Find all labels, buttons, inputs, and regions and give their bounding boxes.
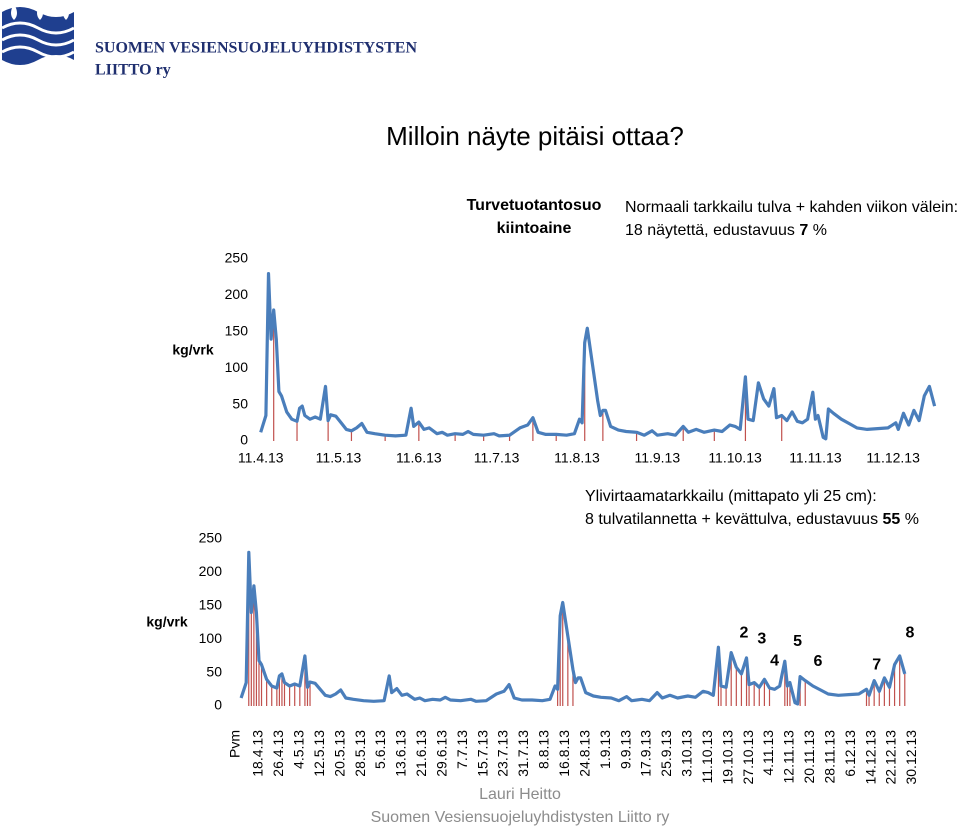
y-tick-label: 200 [199, 563, 223, 579]
x-tick-label: 30.12.13 [903, 730, 919, 785]
x-tick-label: 11.10.13 [699, 730, 715, 784]
y-tick-label: 50 [206, 663, 222, 679]
x-tick-label: 14.12.13 [862, 730, 878, 785]
x-tick-label: 25.9.13 [658, 730, 674, 777]
x-tick-label: 3.10.13 [679, 730, 695, 777]
x-tick-label: 20.5.13 [331, 730, 347, 777]
x-tick-label: 28.5.13 [352, 730, 368, 777]
note-part: 18 näytettä, edustavuus [625, 222, 799, 239]
chart-label: kiintoaine [497, 220, 572, 237]
annotation: 4 [770, 652, 779, 669]
x-tick-label: 5.6.13 [372, 730, 388, 769]
y-tick-label: 100 [199, 630, 223, 646]
chart-label: 18 näytettä, edustavuus 7 % [625, 222, 827, 239]
x-tick-label: 9.9.13 [617, 730, 633, 769]
y-tick-label: 50 [232, 395, 248, 411]
series-line [239, 550, 907, 706]
x-tick-label: 11.6.13 [396, 450, 442, 466]
x-tick-label: 1.9.13 [597, 730, 613, 769]
annotation: 5 [793, 633, 802, 650]
y-axis-label: kg/vrk [146, 614, 187, 630]
x-tick-label: 22.12.13 [883, 730, 899, 785]
x-tick-label: 26.4.13 [270, 730, 286, 777]
chart-label: Normaali tarkkailu tulva + kahden viikon… [625, 199, 958, 216]
x-tick-label: 18.4.13 [250, 730, 266, 777]
y-tick-label: 250 [225, 250, 249, 266]
x-tick-label: 7.7.13 [454, 730, 470, 769]
x-tick-label: 16.8.13 [556, 730, 572, 777]
x-tick-label: 11.7.13 [474, 450, 520, 466]
x-tick-label: 19.10.13 [719, 730, 735, 785]
y-tick-label: 200 [225, 286, 249, 302]
x-tick-label: 12.5.13 [311, 730, 327, 777]
x-axis-label: Pvm [227, 730, 243, 758]
note-part: % [900, 511, 919, 528]
x-tick-label: 29.6.13 [433, 730, 449, 777]
slide-title: Milloin näyte pitäisi ottaa? [386, 121, 684, 151]
x-tick-label: 4.11.13 [760, 730, 776, 776]
x-tick-label: 23.7.13 [495, 730, 511, 777]
x-tick-label: 24.8.13 [576, 730, 592, 777]
x-tick-label: 11.8.13 [554, 450, 600, 466]
x-tick-label: 13.6.13 [393, 730, 409, 777]
org-name: SUOMEN VESIENSUOJELUYHDISTYSTEN [95, 40, 417, 57]
x-tick-label: 27.10.13 [740, 730, 756, 785]
x-tick-label: 4.5.13 [291, 730, 307, 769]
x-tick-label: 28.11.13 [821, 730, 837, 784]
logo-drops [11, 4, 69, 20]
y-tick-label: 150 [225, 323, 249, 339]
x-tick-label: 8.8.13 [536, 730, 552, 769]
x-tick-label: 11.10.13 [708, 450, 762, 466]
x-tick-label: 12.11.13 [781, 730, 797, 784]
note-part: Normaali tarkkailu tulva + kahden viikon… [625, 199, 958, 216]
x-tick-label: 15.7.13 [474, 730, 490, 777]
chart-label: 8 tulvatilannetta + kevättulva, edustavu… [585, 511, 919, 528]
y-tick-label: 150 [199, 597, 223, 613]
chart-label: Turvetuotantosuo [467, 197, 602, 214]
y-axis-label: kg/vrk [172, 342, 213, 358]
annotation: 7 [872, 656, 881, 673]
x-tick-label: 11.4.13 [238, 450, 284, 466]
annotation: 3 [757, 630, 766, 647]
logo-lines [1, 21, 75, 59]
x-tick-label: 20.11.13 [801, 730, 817, 784]
note-part: Ylivirtaamatarkkailu (mittapato yli 25 c… [585, 488, 877, 505]
note-part: 55 [883, 511, 901, 528]
x-tick-label: 17.9.13 [638, 730, 654, 777]
annotation: 2 [740, 624, 749, 641]
note-part: 8 tulvatilannetta + kevättulva, edustavu… [585, 511, 883, 528]
x-tick-label: 11.12.13 [866, 450, 920, 466]
x-tick-label: 21.6.13 [413, 730, 429, 777]
y-tick-label: 250 [199, 530, 223, 546]
x-tick-label: 11.9.13 [634, 450, 680, 466]
y-tick-label: 0 [240, 432, 248, 448]
x-tick-label: 11.5.13 [316, 450, 362, 466]
org-name: LIITTO ry [95, 62, 171, 79]
annotation: 8 [905, 624, 914, 641]
series-line [259, 272, 937, 441]
y-tick-label: 100 [225, 359, 249, 375]
x-tick-label: 31.7.13 [515, 730, 531, 777]
x-tick-label: 11.11.13 [789, 450, 842, 466]
note-part: 7 [799, 222, 808, 239]
y-tick-label: 0 [214, 697, 222, 713]
annotation: 6 [814, 653, 823, 670]
footer-author: Lauri Heitto [479, 786, 561, 803]
note-part: % [808, 222, 827, 239]
footer-org: Suomen Vesiensuojeluyhdistysten Liitto r… [371, 809, 670, 826]
logo [0, 0, 88, 66]
chart-label: Ylivirtaamatarkkailu (mittapato yli 25 c… [585, 488, 877, 505]
x-tick-label: 6.12.13 [842, 730, 858, 777]
